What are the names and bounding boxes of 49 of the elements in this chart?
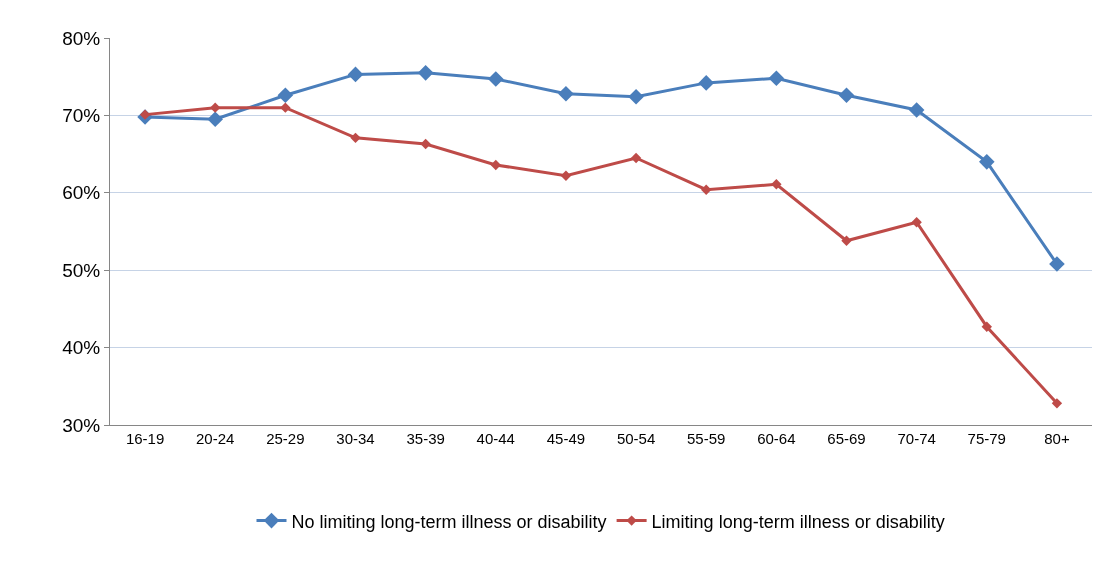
legend-label: No limiting long-term illness or disability [291, 511, 607, 532]
point [420, 138, 431, 150]
point [771, 179, 782, 190]
point [207, 111, 224, 128]
y-tick-label: 40% [62, 337, 101, 359]
point [841, 235, 852, 246]
point [1049, 256, 1065, 272]
x-tick-label: 70-74 [897, 430, 936, 447]
x-tick-label: 55-59 [687, 430, 726, 447]
point [981, 321, 992, 332]
point [630, 152, 642, 164]
point [628, 89, 644, 105]
point [558, 85, 574, 102]
point [350, 132, 361, 144]
point [838, 87, 855, 104]
point [490, 159, 501, 171]
point [210, 102, 221, 113]
y-tick-label: 80% [62, 27, 101, 49]
point [911, 217, 922, 228]
point [698, 75, 715, 91]
x-tick-label: 40-44 [476, 430, 515, 447]
point [560, 170, 572, 181]
x-tick-label: 50-54 [616, 430, 656, 447]
x-tick-label: 35-39 [406, 430, 445, 447]
point [277, 87, 294, 104]
point [417, 65, 434, 81]
point [768, 70, 785, 87]
x-tick-label: 30-34 [336, 430, 375, 447]
x-tick-label: 80+ [1044, 430, 1070, 447]
x-tick-label: 75-79 [967, 430, 1006, 447]
x-tick-label: 65-69 [827, 430, 866, 447]
point [487, 71, 504, 87]
point [1051, 398, 1063, 409]
x-tick-label: 45-49 [546, 430, 586, 447]
x-tick-label: 16-19 [125, 430, 165, 447]
y-tick-label: 30% [62, 414, 101, 436]
y-tick-label: 50% [62, 259, 101, 281]
point [908, 102, 925, 118]
legend-label: Limiting long-term illness or disability [651, 511, 945, 532]
y-tick-label: 70% [62, 105, 101, 127]
x-tick-label: 20-24 [196, 430, 235, 447]
y-tick-label: 60% [62, 182, 101, 204]
point [280, 102, 291, 113]
x-tick-label: 60-64 [757, 430, 796, 447]
point [978, 154, 995, 170]
point [701, 184, 712, 195]
point [139, 109, 151, 120]
x-tick-label: 25-29 [266, 430, 305, 447]
point [347, 66, 364, 83]
